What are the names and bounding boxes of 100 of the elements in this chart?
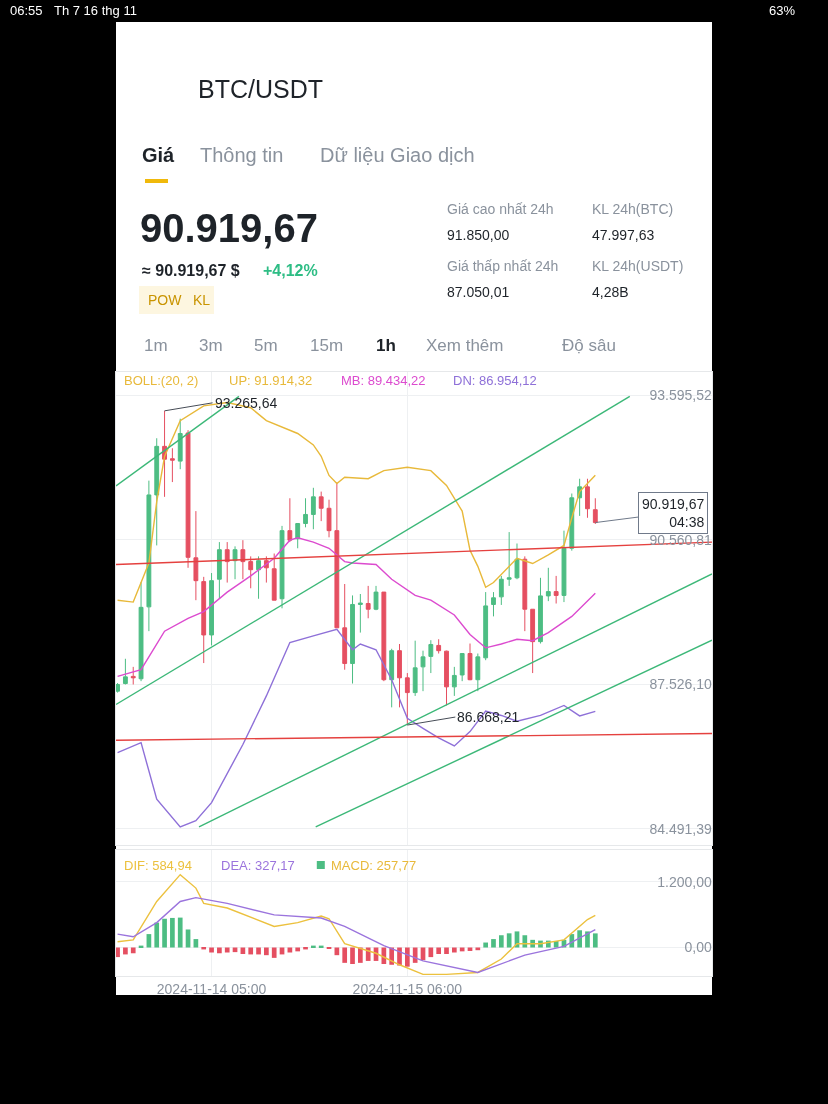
bar — [506, 933, 512, 948]
candlestick — [365, 585, 371, 619]
bar — [154, 922, 160, 948]
bar — [342, 947, 348, 963]
candlestick — [326, 499, 332, 538]
candlestick — [553, 575, 559, 605]
chart-title: BTC/USDT — [198, 74, 323, 103]
bar — [522, 935, 528, 948]
candlestick — [373, 585, 379, 611]
bar — [170, 917, 175, 948]
text: 1m — [144, 336, 168, 355]
bar — [123, 947, 128, 955]
text: 15m — [310, 336, 344, 355]
bar — [116, 947, 120, 958]
candlestick — [271, 553, 277, 601]
legend-title: BOLL:(20, 2) — [124, 373, 199, 388]
candlestick — [475, 653, 481, 692]
y-tick-label: 84.491,39 — [649, 820, 712, 837]
series-label: DIF: 584,94 — [124, 858, 192, 873]
candlestick — [209, 572, 214, 646]
text: 63% — [769, 3, 796, 18]
candlestick — [342, 583, 348, 671]
candlestick — [130, 666, 136, 685]
legend-label: MACD: 257,77 — [331, 858, 417, 873]
candlestick — [185, 429, 191, 569]
candlestick — [545, 567, 551, 602]
y-tick-label: 0,00 — [684, 939, 713, 956]
bar — [404, 947, 410, 967]
text: +4,12% — [263, 262, 318, 279]
candlestick — [177, 418, 183, 470]
text: 5m — [254, 336, 278, 355]
text: Giá thấp nhất 24h — [447, 258, 559, 274]
bar — [130, 947, 136, 954]
candlestick — [295, 523, 301, 549]
text: Độ sâu — [562, 336, 616, 355]
bar — [365, 947, 371, 961]
candlestick — [428, 639, 434, 674]
text: 3m — [199, 336, 223, 355]
bar — [311, 945, 316, 948]
bar — [491, 939, 496, 948]
text: Thông tin — [200, 144, 284, 166]
line-series — [116, 896, 597, 974]
candlestick — [201, 576, 207, 664]
text: Giá — [142, 144, 176, 166]
text: Xem thêm — [426, 336, 504, 355]
candlestick — [169, 447, 175, 483]
bar — [162, 918, 167, 948]
candlestick — [350, 594, 355, 685]
y-tick-label: 1.200,00 — [657, 873, 713, 890]
candlestick — [491, 591, 496, 617]
candlestick — [334, 481, 340, 629]
text: DEA: 327,17 — [221, 858, 295, 873]
text: 1h — [376, 336, 396, 355]
candlestick — [116, 682, 120, 694]
candlestick — [412, 640, 418, 697]
text: KL — [193, 292, 211, 308]
candlestick — [287, 497, 293, 543]
candlestick — [459, 653, 465, 682]
x-tick-label: 2024-11-15 06:00 — [352, 980, 463, 997]
bar — [193, 939, 199, 948]
bar — [224, 947, 230, 953]
series-label: UP: 91.914,32 — [229, 373, 313, 388]
candlestick — [310, 487, 316, 530]
annotation: 90.919,67 04:38 — [642, 496, 705, 531]
text: 4,28B — [592, 284, 629, 300]
candlestick — [256, 555, 261, 600]
text: KL 24h(USDT) — [592, 258, 684, 274]
candlestick — [138, 581, 144, 682]
line-series — [116, 873, 597, 976]
candlestick — [420, 650, 426, 692]
line-series — [116, 628, 597, 828]
y-tick-label: 87.526,10 — [649, 676, 712, 693]
bar — [444, 947, 449, 955]
candlestick — [451, 666, 457, 697]
bar — [201, 947, 207, 950]
candlestick — [514, 543, 520, 580]
candlestick — [357, 593, 363, 634]
bar — [177, 917, 183, 948]
candlestick — [498, 575, 504, 606]
candlestick — [279, 525, 285, 609]
text: Th 7 16 thg 11 — [54, 3, 137, 18]
candlestick — [154, 437, 160, 546]
bar — [271, 947, 277, 958]
bar — [248, 947, 254, 955]
text: ≈ 90.919,67 $ — [142, 262, 240, 279]
candlestick — [248, 555, 254, 589]
line-series — [116, 537, 597, 678]
candlestick — [146, 480, 152, 632]
y-tick-label: 93.595,52 — [649, 387, 712, 404]
candlestick — [585, 478, 590, 519]
candlestick — [444, 650, 449, 706]
bar — [483, 942, 489, 948]
text: 91.850,00 — [447, 227, 510, 243]
candlestick — [522, 555, 528, 632]
bar — [428, 947, 434, 958]
bar — [303, 947, 308, 950]
candlestick — [530, 608, 536, 674]
bar — [451, 947, 457, 953]
bar — [436, 947, 442, 955]
text: 06:55 — [10, 3, 43, 18]
